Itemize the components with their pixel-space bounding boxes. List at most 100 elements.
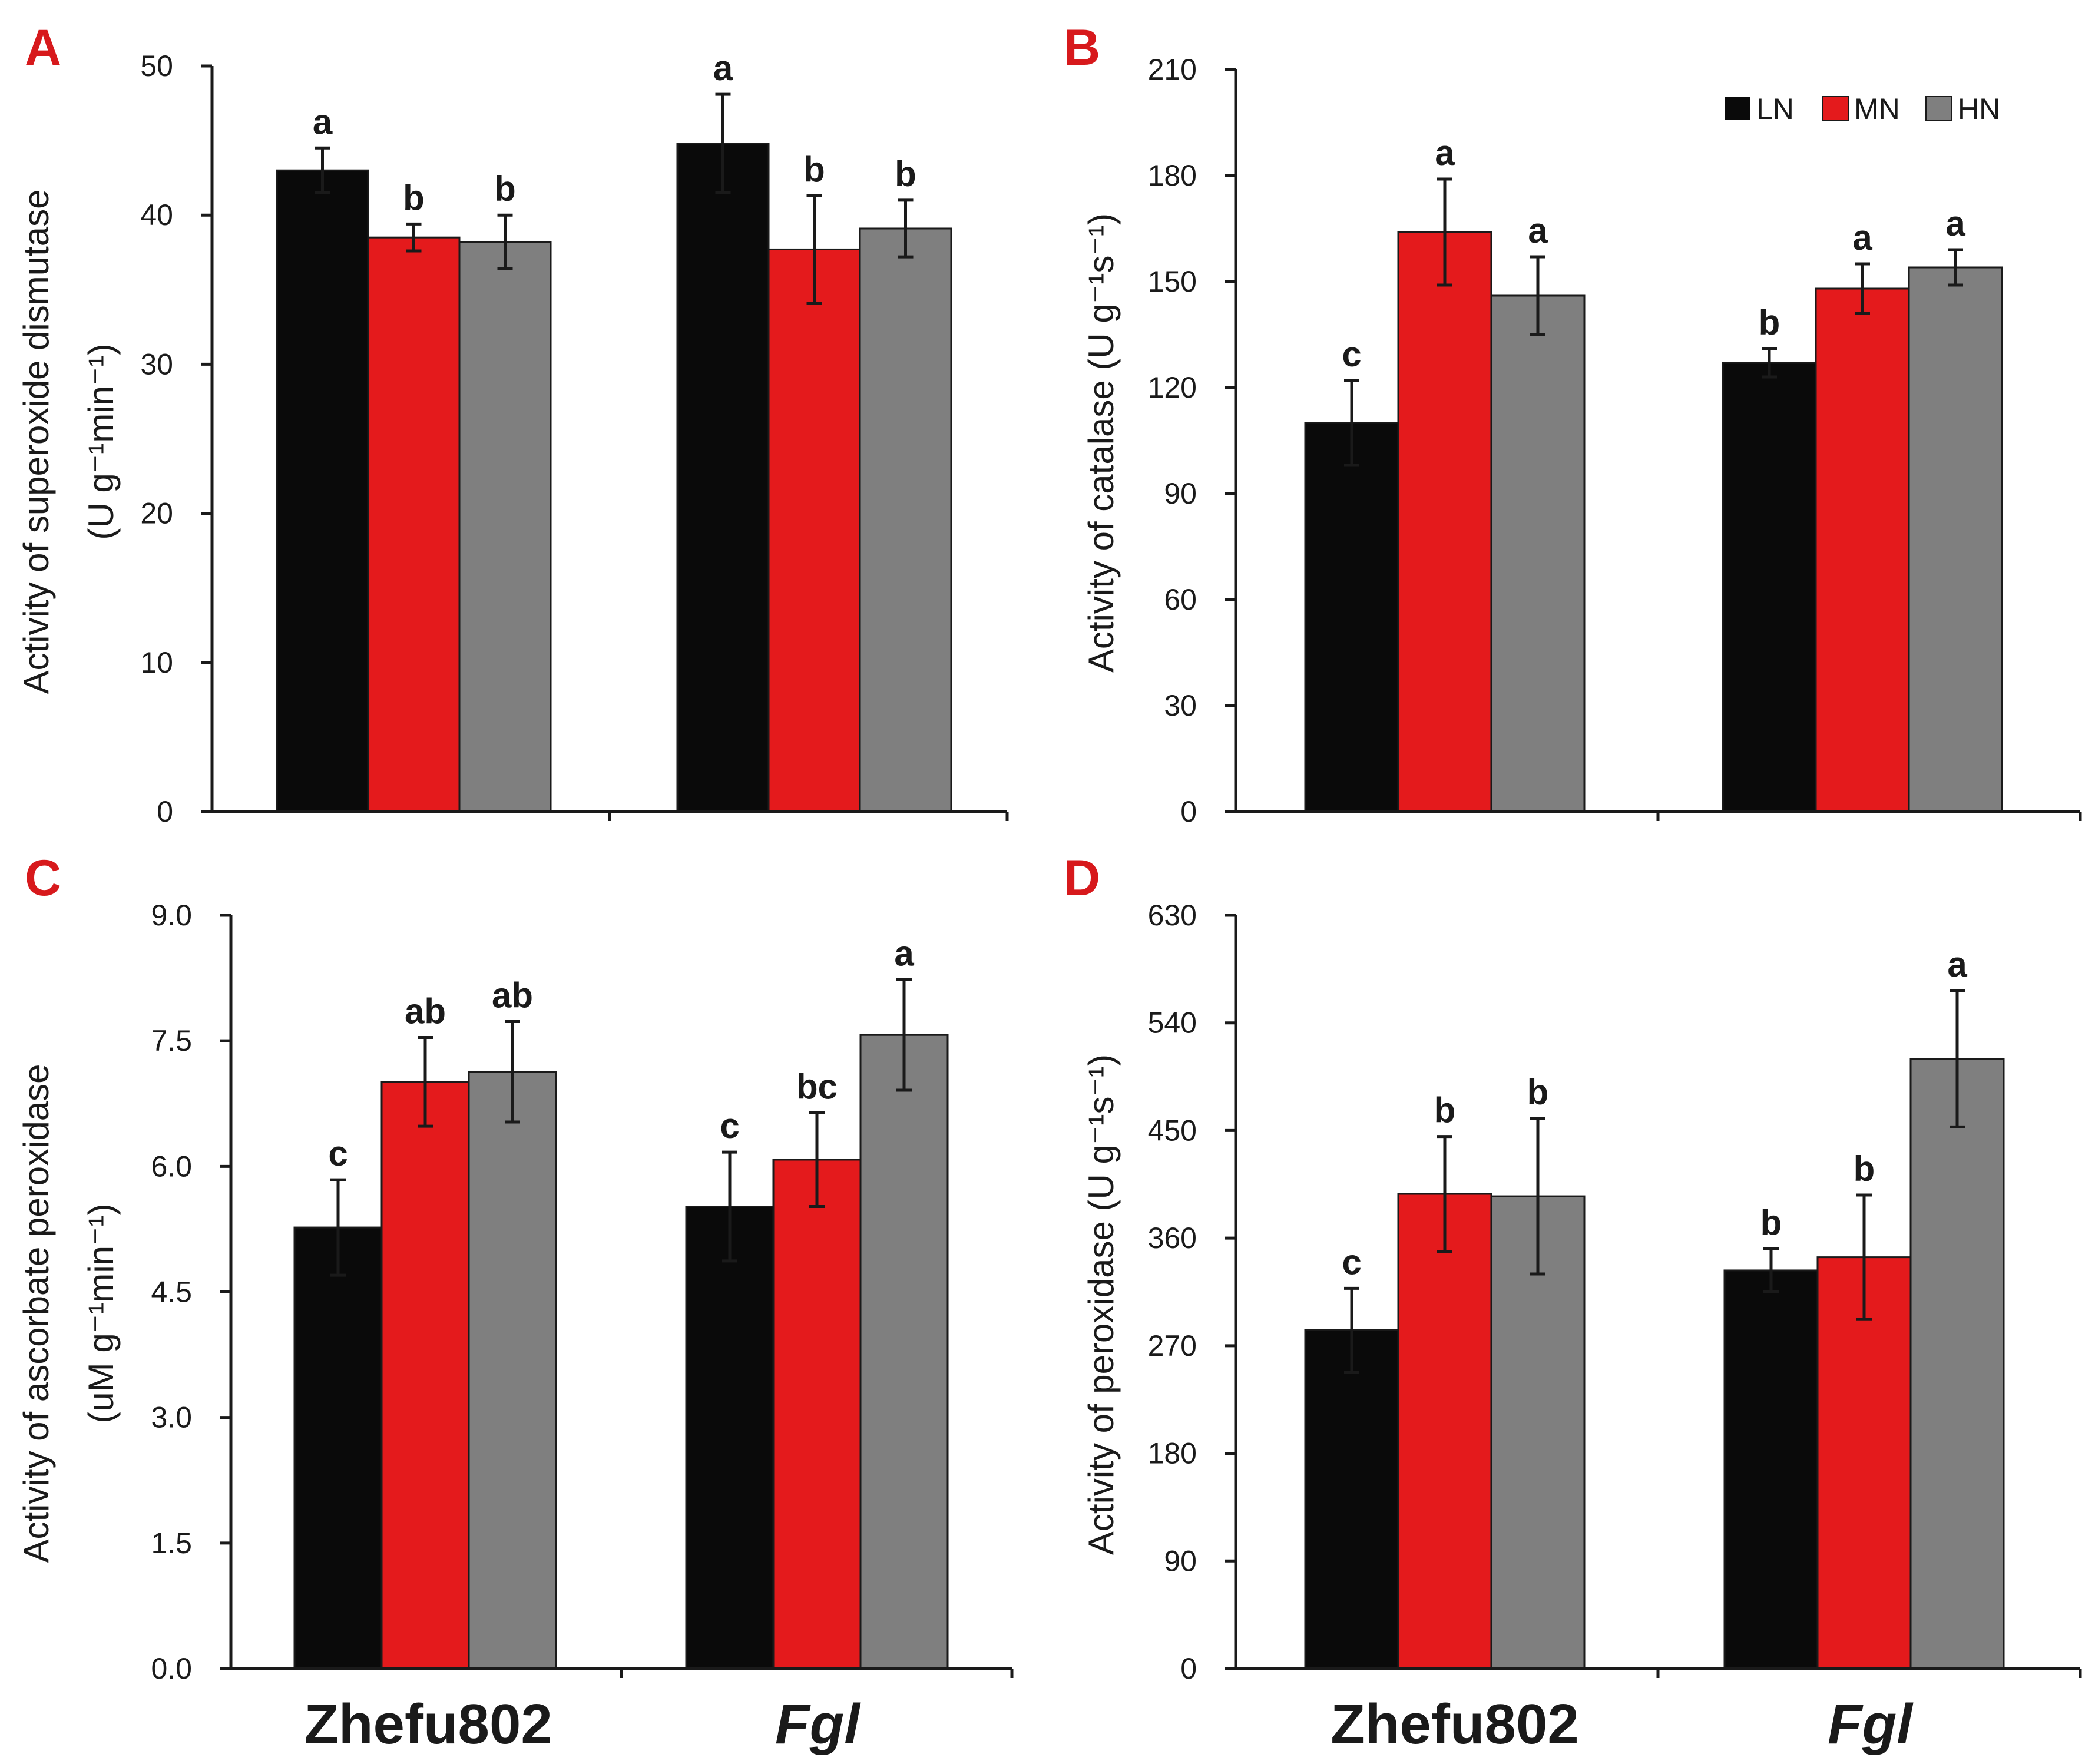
bar-c-ln-2 [685, 1206, 775, 1670]
significance-letter-b-mn-2: a [1852, 218, 1872, 257]
y-tick-label-d-3: 270 [1148, 1329, 1197, 1362]
y-tick-label-d-4: 360 [1148, 1222, 1197, 1255]
y-tick-label-a-1: 10 [140, 646, 173, 679]
y-tick-label-a-3: 30 [140, 347, 173, 380]
bar-d-ln-1 [1304, 1329, 1399, 1670]
significance-letter-b-mn-1: a [1435, 133, 1455, 173]
x-category-zhefu802-left: Zhefu802 [304, 1693, 552, 1756]
panel-a-ylabel-line2: (U g⁻¹min⁻¹) [81, 343, 121, 540]
y-tick-label-c-4: 6.0 [151, 1150, 192, 1183]
bar-b-mn-2 [1815, 287, 1910, 813]
bar-a-ln-1 [276, 169, 369, 813]
significance-letter-c-ln-2: c [720, 1106, 739, 1146]
significance-letter-a-ln-2: a [713, 48, 733, 88]
y-tick-label-a-2: 20 [140, 497, 173, 530]
y-tick-label-d-5: 450 [1148, 1114, 1197, 1147]
bar-b-hn-2 [1908, 266, 2003, 813]
bar-d-ln-2 [1723, 1269, 1819, 1670]
bar-d-mn-1 [1397, 1193, 1492, 1670]
y-tick-label-b-4: 120 [1148, 371, 1197, 404]
panel-d-axes: c b b b b a 0 90 180 270 360 450 540 630 [1148, 899, 2082, 1685]
bar-c-hn-1 [468, 1071, 557, 1670]
bar-c-hn-2 [859, 1034, 949, 1670]
legend-swatch-ln [1725, 97, 1750, 120]
panel-a-label: A [25, 19, 61, 76]
significance-letter-a-ln-1: a [313, 102, 333, 141]
x-category-zhefu802-right: Zhefu802 [1331, 1693, 1578, 1756]
bar-d-mn-2 [1816, 1256, 1912, 1670]
x-category-fgl-right: Fgl [1828, 1693, 1914, 1756]
x-category-fgl-left: Fgl [775, 1693, 861, 1756]
significance-letter-b-ln-1: c [1342, 335, 1361, 374]
legend-label-hn: HN [1958, 92, 2000, 125]
y-tick-label-b-1: 30 [1164, 689, 1197, 722]
y-tick-label-c-3: 4.5 [151, 1276, 192, 1309]
y-tick-label-a-5: 50 [140, 49, 173, 82]
legend-swatch-hn [1925, 96, 1952, 121]
significance-letter-d-ln-2: b [1760, 1203, 1782, 1242]
significance-letter-d-mn-2: b [1854, 1149, 1875, 1189]
panel-a-axes: a b b a b b 0 10 20 30 40 50 [140, 48, 1009, 828]
bar-b-mn-1 [1397, 231, 1492, 813]
legend-swatch-mn [1822, 96, 1849, 121]
panel-c-ylabel-line1: Activity of ascorbate peroxidase [16, 1064, 56, 1563]
significance-letter-c-hn-1: ab [492, 975, 533, 1015]
panel-a: A a b b a b b 0 10 20 30 40 50 Activity of superoxi… [16, 19, 1009, 828]
panel-b-axes: c a a b a a 0 30 60 90 120 150 180 210 [1148, 53, 2082, 828]
legend: LN MN HN [1725, 92, 2000, 125]
panel-d: D c b b b b a 0 90 180 270 360 450 540 630 Activity o… [1064, 850, 2082, 1685]
y-tick-label-b-5: 150 [1148, 265, 1197, 298]
y-tick-label-c-6: 9.0 [151, 899, 192, 932]
significance-letter-b-hn-2: a [1945, 204, 1965, 243]
y-tick-label-c-0: 0.0 [151, 1652, 192, 1685]
y-tick-label-c-1: 1.5 [151, 1527, 192, 1560]
significance-letter-a-hn-2: b [895, 154, 916, 194]
bar-d-hn-2 [1909, 1058, 2005, 1670]
bar-a-mn-2 [767, 248, 861, 813]
y-tick-label-d-0: 0 [1180, 1652, 1197, 1685]
bar-b-hn-1 [1490, 294, 1586, 813]
significance-letter-d-ln-1: c [1342, 1242, 1361, 1282]
panel-c: C c ab ab c bc a 0.0 1.5 3.0 4.5 6.0 7.5 9.0 Activit… [16, 850, 1014, 1685]
panel-d-label: D [1064, 850, 1100, 906]
y-tick-label-b-3: 90 [1164, 477, 1197, 510]
significance-letter-d-hn-1: b [1527, 1073, 1549, 1112]
legend-label-mn: MN [1854, 92, 1900, 125]
y-tick-label-a-4: 40 [140, 198, 173, 231]
significance-letter-c-mn-2: bc [796, 1067, 838, 1106]
significance-letter-a-mn-1: b [403, 178, 425, 217]
y-tick-label-d-7: 630 [1148, 899, 1197, 932]
y-tick-label-b-6: 180 [1148, 159, 1197, 192]
y-tick-label-b-2: 60 [1164, 583, 1197, 616]
significance-letter-c-ln-1: c [328, 1134, 347, 1173]
y-tick-label-b-7: 210 [1148, 53, 1197, 86]
bar-c-mn-2 [772, 1159, 862, 1670]
significance-letter-d-mn-1: b [1434, 1091, 1456, 1130]
panel-c-axes: c ab ab c bc a 0.0 1.5 3.0 4.5 6.0 7.5 9.0 [151, 899, 1014, 1685]
y-tick-label-c-2: 3.0 [151, 1401, 192, 1434]
bar-a-hn-1 [458, 241, 552, 813]
y-tick-label-d-6: 540 [1148, 1007, 1197, 1040]
panel-a-ylabel-line1: Activity of superoxide dismutase [16, 189, 56, 694]
bar-a-mn-1 [367, 236, 461, 813]
panel-c-label: C [25, 850, 61, 906]
y-tick-label-d-1: 90 [1164, 1544, 1197, 1577]
bar-a-ln-2 [676, 143, 770, 813]
legend-label-ln: LN [1756, 92, 1794, 125]
significance-letter-b-hn-1: a [1528, 211, 1548, 250]
panel-d-ylabel-line1: Activity of peroxidase (U g⁻¹s⁻¹) [1081, 1054, 1121, 1555]
significance-letter-c-hn-2: a [894, 934, 914, 973]
bar-a-hn-2 [859, 227, 952, 813]
y-tick-label-d-2: 180 [1148, 1437, 1197, 1470]
significance-letter-b-ln-2: b [1759, 303, 1780, 342]
panel-b-ylabel-line1: Activity of catalase (U g⁻¹s⁻¹) [1081, 213, 1121, 673]
panel-b: B c a a b a a 0 30 60 90 120 150 180 210 Activity of … [1064, 19, 2082, 828]
panel-b-label: B [1064, 19, 1100, 76]
significance-letter-a-mn-2: b [803, 150, 825, 189]
significance-letter-a-hn-1: b [494, 169, 516, 208]
panel-c-ylabel-line2: (uM g⁻¹min⁻¹) [81, 1203, 121, 1423]
bar-b-ln-2 [1722, 362, 1817, 813]
y-tick-label-a-0: 0 [157, 795, 173, 828]
significance-letter-c-mn-1: ab [405, 991, 446, 1031]
